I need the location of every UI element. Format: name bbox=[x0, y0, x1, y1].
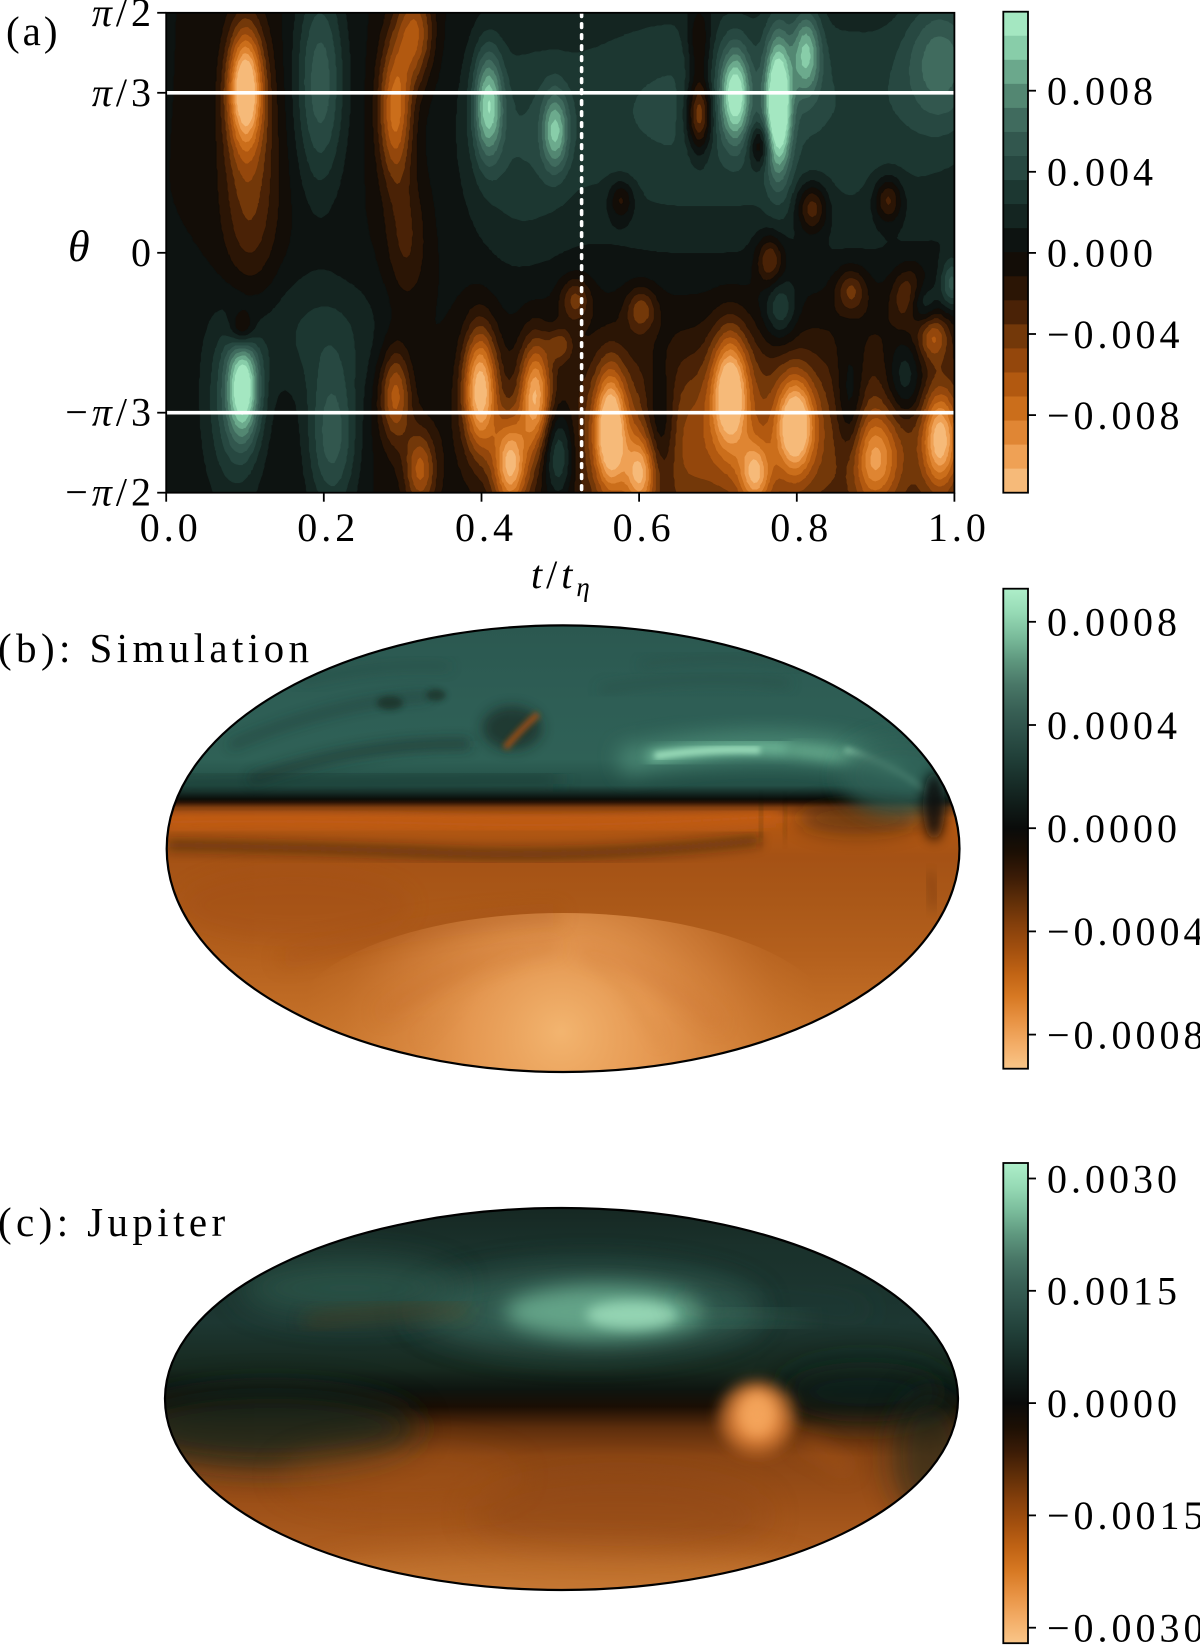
svg-text:(a): (a) bbox=[6, 8, 61, 54]
svg-text:−π/3: −π/3 bbox=[65, 390, 155, 435]
svg-text:0.6: 0.6 bbox=[613, 505, 675, 550]
svg-text:0.004: 0.004 bbox=[1047, 150, 1157, 195]
svg-text:(c): Jupiter: (c): Jupiter bbox=[0, 1199, 230, 1245]
svg-text:0: 0 bbox=[131, 230, 155, 275]
svg-text:−0.0004: −0.0004 bbox=[1047, 909, 1200, 954]
svg-text:−0.0008: −0.0008 bbox=[1047, 1012, 1200, 1057]
svg-text:0.0030: 0.0030 bbox=[1047, 1156, 1181, 1201]
svg-text:0.0000: 0.0000 bbox=[1047, 1381, 1181, 1426]
svg-text:−0.004: −0.004 bbox=[1047, 312, 1184, 357]
svg-text:−0.008: −0.008 bbox=[1047, 393, 1184, 438]
svg-text:(b): Simulation: (b): Simulation bbox=[0, 625, 313, 671]
svg-text:0.8: 0.8 bbox=[770, 505, 832, 550]
svg-text:π/2: π/2 bbox=[92, 0, 155, 35]
svg-text:0.0: 0.0 bbox=[140, 505, 202, 550]
svg-text:−π/2: −π/2 bbox=[65, 470, 155, 515]
svg-text:0.008: 0.008 bbox=[1047, 69, 1157, 114]
svg-text:−0.0030: −0.0030 bbox=[1047, 1606, 1200, 1647]
svg-text:0.0015: 0.0015 bbox=[1047, 1269, 1181, 1314]
svg-text:θ: θ bbox=[68, 222, 94, 271]
svg-text:0.2: 0.2 bbox=[297, 505, 359, 550]
svg-text:1.0: 1.0 bbox=[928, 505, 990, 550]
svg-text:0.000: 0.000 bbox=[1047, 231, 1157, 276]
svg-text:π/3: π/3 bbox=[92, 70, 155, 115]
svg-text:0.0000: 0.0000 bbox=[1047, 806, 1181, 851]
svg-text:0.0008: 0.0008 bbox=[1047, 600, 1181, 645]
svg-text:0.0004: 0.0004 bbox=[1047, 703, 1181, 748]
svg-text:0.4: 0.4 bbox=[455, 505, 517, 550]
svg-text:−0.0015: −0.0015 bbox=[1047, 1493, 1200, 1538]
